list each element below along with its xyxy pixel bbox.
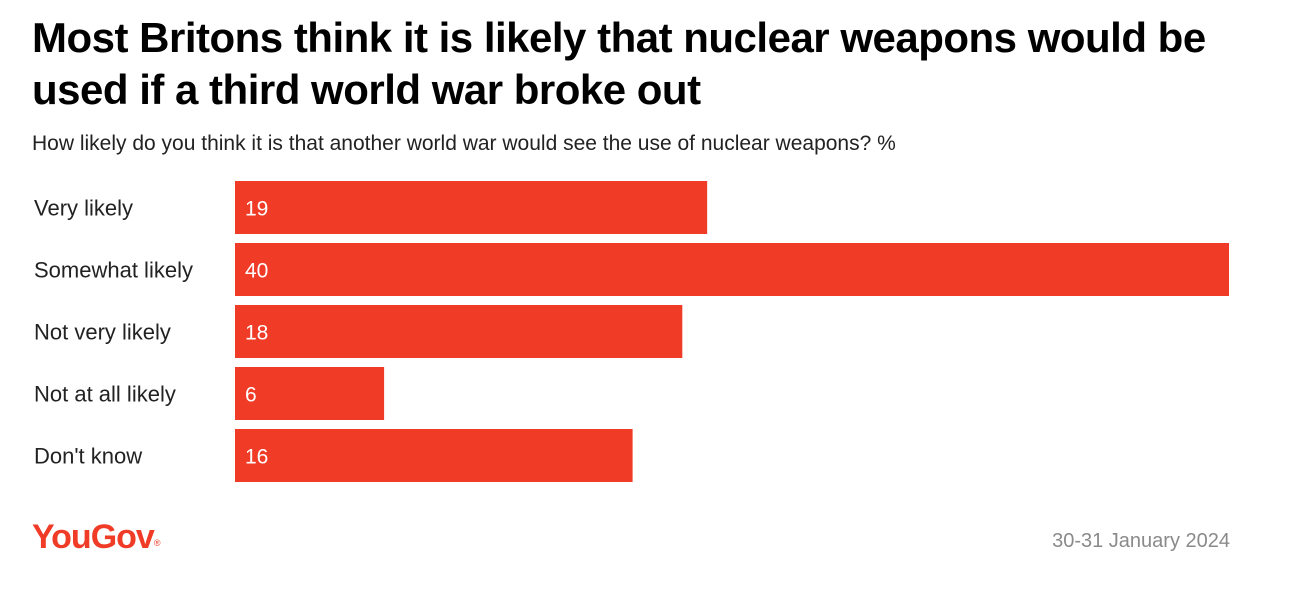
category-label-don-t-know: Don't know bbox=[34, 444, 142, 469]
bar-not-very-likely bbox=[235, 305, 683, 358]
value-label-not-very-likely: 18 bbox=[245, 322, 268, 345]
category-label-not-very-likely: Not very likely bbox=[34, 320, 171, 345]
value-label-don-t-know: 16 bbox=[245, 446, 268, 469]
value-label-very-likely: 19 bbox=[245, 198, 268, 221]
yougov-logo: YouGov® bbox=[32, 515, 160, 559]
value-label-not-at-all-likely: 6 bbox=[245, 384, 257, 407]
bar-very-likely bbox=[235, 181, 708, 234]
value-label-somewhat-likely: 40 bbox=[245, 260, 268, 283]
bars-layer: Very likely 19 Somewhat likely 40 Not very l… bbox=[34, 181, 1229, 482]
bar-somewhat-likely bbox=[235, 243, 1229, 296]
category-label-very-likely: Very likely bbox=[34, 196, 133, 221]
survey-date: 30-31 January 2024 bbox=[1052, 530, 1230, 552]
brand-name: YouGov bbox=[32, 518, 155, 556]
chart-title: Most Britons think it is likely that nuc… bbox=[32, 14, 1206, 113]
bar-chart: Very likely 19 Somewhat likely 40 Not very l… bbox=[34, 181, 1229, 482]
bar-not-at-all-likely bbox=[235, 367, 385, 420]
brand-registered-mark: ® bbox=[153, 538, 161, 548]
chart-subtitle: How likely do you think it is that anoth… bbox=[32, 132, 896, 155]
bar-don-t-know bbox=[235, 429, 633, 482]
category-label-somewhat-likely: Somewhat likely bbox=[34, 258, 193, 283]
category-label-not-at-all-likely: Not at all likely bbox=[34, 382, 176, 407]
